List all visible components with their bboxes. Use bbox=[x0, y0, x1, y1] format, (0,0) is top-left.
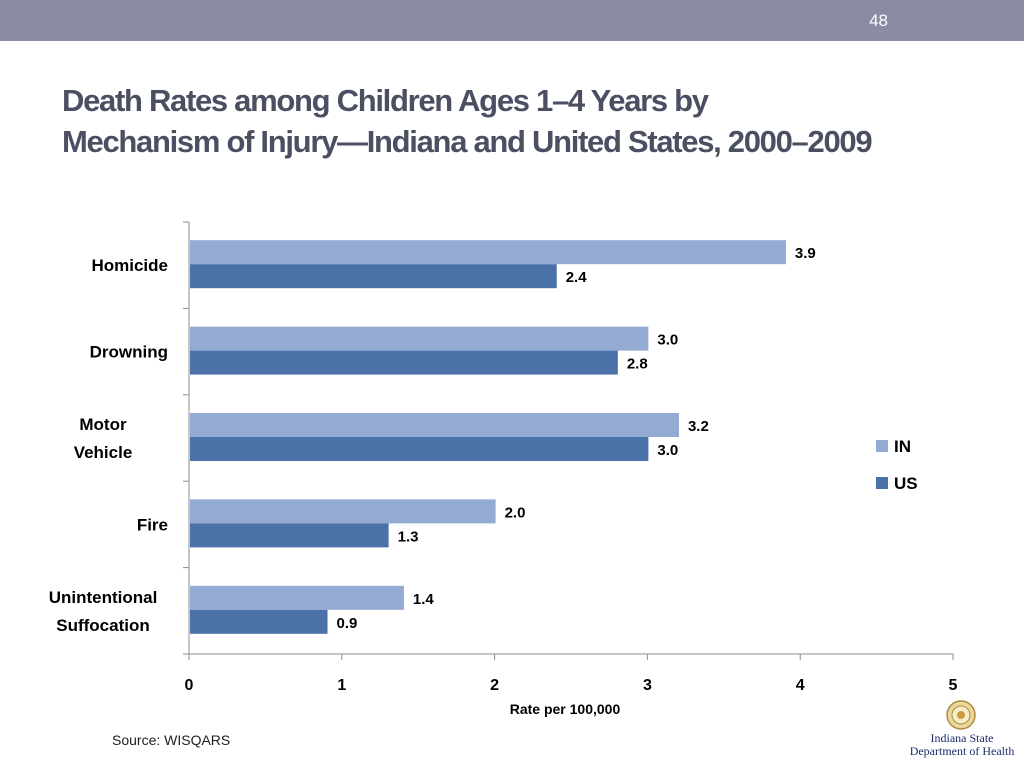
bar-us bbox=[190, 350, 618, 375]
legend-label-in: IN bbox=[894, 437, 911, 456]
category-label: Fire bbox=[137, 515, 168, 534]
x-tick-label: 1 bbox=[337, 677, 346, 694]
state-seal-icon bbox=[946, 700, 976, 730]
legend-swatch-in bbox=[876, 440, 888, 452]
category-label: Vehicle bbox=[74, 443, 133, 462]
category-label: Suffocation bbox=[56, 616, 150, 635]
bar-in bbox=[190, 585, 404, 610]
bar-us bbox=[190, 264, 557, 289]
logo-line-2: Department of Health bbox=[909, 744, 1015, 758]
x-axis-title: Rate per 100,000 bbox=[510, 701, 621, 717]
category-label: Homicide bbox=[91, 256, 168, 275]
title-line-1: Death Rates among Children Ages 1–4 Year… bbox=[62, 83, 709, 118]
title-line-2: Mechanism of Injury—Indiana and United S… bbox=[62, 124, 873, 159]
data-label-in: 3.0 bbox=[657, 332, 678, 349]
slide-title: Death Rates among Children Ages 1–4 Year… bbox=[62, 80, 1022, 162]
data-label-us: 3.0 bbox=[657, 442, 678, 459]
x-tick-label: 4 bbox=[796, 677, 805, 694]
bar-in bbox=[190, 240, 786, 265]
category-label: Unintentional bbox=[49, 588, 158, 607]
category-label: Drowning bbox=[90, 343, 168, 362]
logo-line-1: Indiana State bbox=[930, 731, 994, 745]
x-tick-label: 0 bbox=[185, 677, 194, 694]
slide-number: 48 bbox=[869, 11, 888, 30]
data-label-in: 2.0 bbox=[505, 504, 526, 521]
data-label-us: 2.4 bbox=[566, 269, 588, 286]
department-logo: Indiana State Department of Health bbox=[904, 700, 1020, 760]
category-label: Motor bbox=[79, 415, 127, 434]
data-label-us: 0.9 bbox=[337, 615, 358, 632]
x-tick-label: 3 bbox=[643, 677, 652, 694]
bar-in bbox=[190, 413, 679, 437]
data-label-in: 3.9 bbox=[795, 245, 816, 262]
bar-us bbox=[190, 523, 389, 548]
legend-label-us: US bbox=[894, 474, 918, 493]
header-bar: 48 bbox=[0, 0, 1024, 41]
data-label-in: 3.2 bbox=[688, 418, 709, 435]
bar-us bbox=[190, 437, 649, 461]
x-tick-label: 5 bbox=[949, 677, 958, 694]
bar-in bbox=[190, 499, 496, 524]
data-label-us: 2.8 bbox=[627, 356, 648, 373]
bar-in bbox=[190, 326, 649, 351]
bar-us bbox=[190, 609, 328, 634]
source-note: Source: WISQARS bbox=[112, 732, 231, 748]
data-label-us: 1.3 bbox=[398, 528, 419, 545]
x-tick-label: 2 bbox=[490, 677, 499, 694]
data-label-in: 1.4 bbox=[413, 591, 435, 608]
legend-swatch-us bbox=[876, 477, 888, 489]
